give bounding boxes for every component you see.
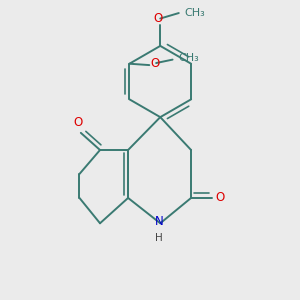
Text: O: O	[153, 12, 162, 25]
Text: O: O	[215, 191, 224, 204]
Text: H: H	[155, 233, 163, 243]
Text: CH₃: CH₃	[179, 53, 200, 63]
Text: O: O	[151, 57, 160, 70]
Text: CH₃: CH₃	[184, 8, 205, 18]
Text: N: N	[154, 215, 163, 228]
Text: O: O	[74, 116, 83, 129]
